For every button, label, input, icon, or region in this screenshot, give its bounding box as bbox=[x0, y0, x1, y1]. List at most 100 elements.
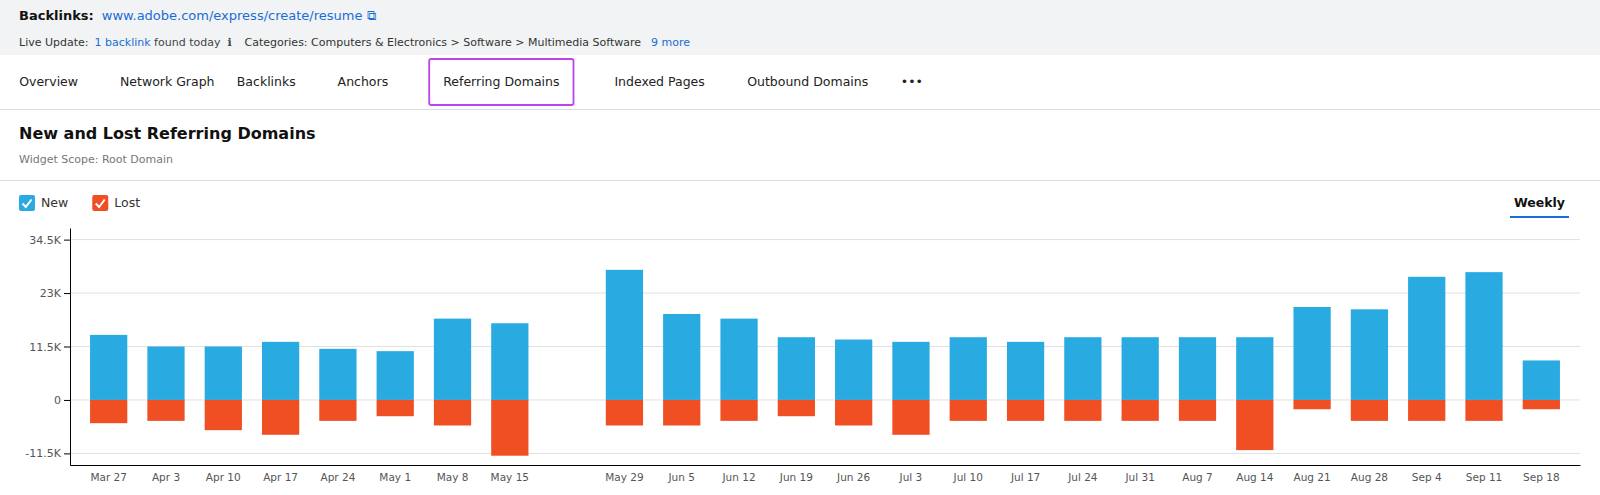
x-tick: Aug 7 bbox=[1182, 471, 1213, 483]
bar bbox=[606, 400, 643, 426]
y-axis-line bbox=[70, 229, 71, 466]
bar bbox=[262, 400, 299, 435]
y-tick-mark bbox=[64, 240, 70, 241]
x-tick: May 29 bbox=[605, 471, 643, 483]
bar bbox=[1293, 307, 1330, 400]
x-tick-label: Aug 28 bbox=[1351, 471, 1388, 483]
bar bbox=[377, 351, 414, 400]
x-tick: Jul 17 bbox=[1010, 471, 1040, 483]
tab-label[interactable]: Outbound Domains bbox=[747, 74, 868, 89]
bar bbox=[1122, 400, 1159, 421]
y-tick-mark bbox=[64, 453, 70, 454]
tab-label[interactable]: Backlinks bbox=[237, 74, 296, 89]
y-tick: 34.5K bbox=[29, 234, 70, 247]
x-tick: Aug 28 bbox=[1351, 471, 1388, 483]
x-tick: Sep 4 bbox=[1412, 471, 1442, 483]
header-text[interactable]: 1 backlink bbox=[95, 36, 152, 49]
x-tick: May 15 bbox=[491, 471, 529, 483]
x-tick-label: Sep 11 bbox=[1466, 471, 1503, 483]
bar bbox=[1179, 337, 1216, 400]
y-tick-label: 0 bbox=[54, 394, 61, 407]
bar bbox=[1064, 337, 1101, 400]
tab-label[interactable]: Referring Domains bbox=[443, 74, 559, 89]
header-text[interactable]: 9 more bbox=[651, 36, 690, 49]
x-tick-label: Aug 21 bbox=[1293, 471, 1330, 483]
x-tick: Sep 18 bbox=[1523, 471, 1560, 483]
x-tick-label: Apr 24 bbox=[320, 471, 355, 483]
grid-line bbox=[70, 239, 1580, 240]
x-tick-label: Sep 4 bbox=[1412, 471, 1442, 483]
header-text[interactable]: www.adobe.com/express/create/resume ⧉ bbox=[102, 8, 376, 23]
x-tick-label: Aug 7 bbox=[1182, 471, 1213, 483]
x-tick: Aug 21 bbox=[1293, 471, 1330, 483]
bar bbox=[778, 337, 815, 400]
y-tick-mark bbox=[64, 400, 70, 401]
legend-swatch bbox=[19, 195, 35, 211]
header-line: Live Update:1 backlink found today ℹ Cat… bbox=[19, 36, 690, 49]
x-tick-label: May 29 bbox=[605, 471, 643, 483]
bar bbox=[434, 319, 471, 400]
x-tick-label: May 15 bbox=[491, 471, 529, 483]
x-tick: Sep 11 bbox=[1466, 471, 1503, 483]
x-tick-label: Jun 5 bbox=[668, 471, 695, 483]
tab-label[interactable]: Network Graph bbox=[120, 74, 215, 89]
x-tick: May 1 bbox=[379, 471, 411, 483]
tab-label[interactable]: Indexed Pages bbox=[614, 74, 704, 89]
x-tick: Apr 10 bbox=[206, 471, 241, 483]
bar bbox=[835, 340, 872, 400]
grid bbox=[70, 240, 1580, 454]
x-axis: Mar 27Apr 3Apr 10Apr 17Apr 24May 1May 8M… bbox=[71, 466, 1581, 484]
x-tick: Apr 24 bbox=[320, 471, 355, 483]
bar bbox=[90, 400, 127, 423]
bar bbox=[491, 323, 528, 400]
x-tick-label: Aug 14 bbox=[1236, 471, 1274, 483]
bar bbox=[892, 400, 929, 435]
tab-strip bbox=[0, 55, 1600, 110]
x-tick: Apr 3 bbox=[152, 471, 180, 483]
legend-item: Lost bbox=[92, 195, 140, 212]
bar bbox=[835, 400, 872, 426]
bar bbox=[1351, 309, 1388, 400]
legend-label: New bbox=[41, 195, 68, 210]
bar bbox=[720, 319, 757, 400]
x-tick-label: Mar 27 bbox=[90, 471, 127, 483]
bar bbox=[1064, 400, 1101, 421]
x-axis-line bbox=[71, 465, 1581, 466]
x-tick-label: Jul 3 bbox=[899, 471, 923, 483]
period-underline bbox=[1510, 216, 1569, 218]
x-tick: Jul 3 bbox=[899, 471, 923, 483]
bar bbox=[262, 342, 299, 400]
bar bbox=[1523, 400, 1560, 409]
period-selector[interactable]: Weekly bbox=[1514, 195, 1565, 210]
header-text: Categories: Computers & Electronics > So… bbox=[245, 36, 642, 49]
header-text: Backlinks: bbox=[19, 8, 94, 23]
x-tick-label: Jun 26 bbox=[836, 471, 870, 483]
x-tick: Jul 31 bbox=[1124, 471, 1154, 483]
x-tick-label: Sep 18 bbox=[1523, 471, 1560, 483]
bar bbox=[1465, 400, 1502, 421]
bar bbox=[319, 349, 356, 400]
x-tick: Aug 14 bbox=[1236, 471, 1274, 483]
x-tick: Jun 12 bbox=[721, 471, 755, 483]
x-tick-label: Jul 31 bbox=[1124, 471, 1154, 483]
bar bbox=[549, 399, 586, 400]
tab-label[interactable]: ••• bbox=[901, 74, 923, 89]
bar bbox=[778, 400, 815, 416]
tab-label[interactable]: Anchors bbox=[338, 74, 389, 89]
x-tick-label: Jul 10 bbox=[953, 471, 983, 483]
legend-check bbox=[23, 200, 32, 208]
bar bbox=[1007, 400, 1044, 421]
bar bbox=[1179, 400, 1216, 421]
bar bbox=[606, 270, 643, 400]
separator bbox=[0, 109, 1600, 110]
tab-label[interactable]: Overview bbox=[19, 74, 78, 89]
bar bbox=[1408, 277, 1445, 400]
y-tick: 0 bbox=[54, 394, 70, 407]
y-tick: 11.5K bbox=[29, 341, 70, 354]
y-axis: -11.5K011.5K23K34.5K bbox=[25, 229, 70, 466]
y-tick-mark bbox=[64, 293, 70, 294]
header-text: found today ℹ bbox=[151, 36, 239, 49]
bar bbox=[1236, 400, 1273, 450]
x-tick: Jun 19 bbox=[779, 471, 813, 483]
separator bbox=[0, 180, 1600, 181]
